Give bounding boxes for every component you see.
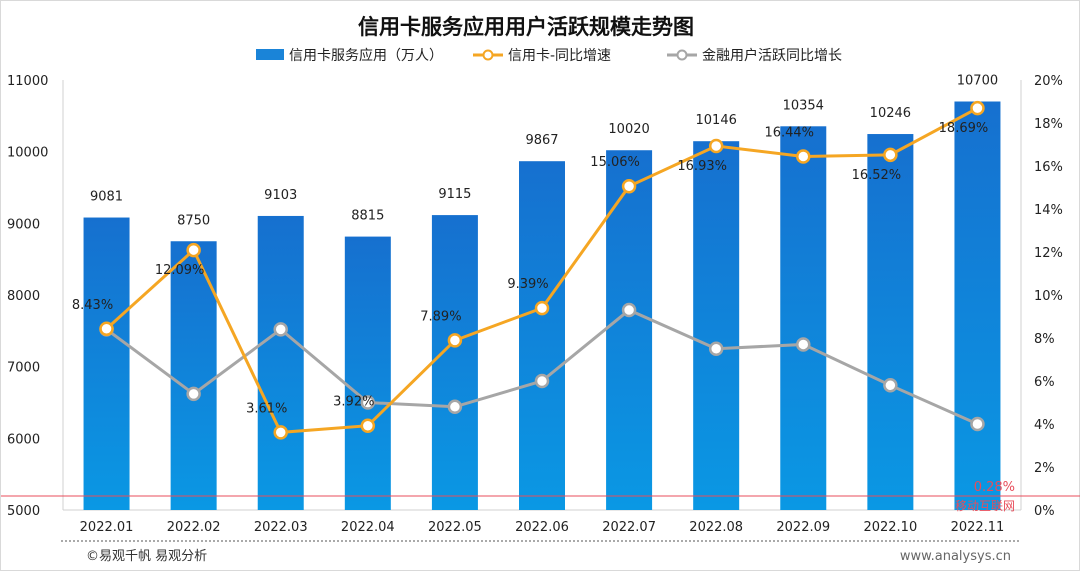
gray-point <box>273 322 288 337</box>
orange-point <box>273 425 288 440</box>
legend-swatch-bar <box>256 49 284 60</box>
gray-point <box>186 386 201 402</box>
orange-value-label: 9.39% <box>507 277 548 292</box>
x-tick-label: 2022.02 <box>167 520 221 535</box>
orange-value-label: 16.52% <box>852 168 902 183</box>
orange-point <box>970 100 985 116</box>
gray-point <box>447 399 463 415</box>
footer-source: ©易观千帆 易观分析 <box>86 549 207 564</box>
reference-value-label: 0.28% <box>974 480 1015 495</box>
orange-value-label: 16.93% <box>677 159 727 174</box>
bar <box>867 134 914 510</box>
gray-point <box>970 416 985 432</box>
bar-value-label: 8750 <box>177 213 210 228</box>
orange-point <box>621 178 637 194</box>
left-tick-label: 5000 <box>7 504 40 519</box>
orange-value-label: 16.44% <box>764 126 814 141</box>
right-tick-label: 14% <box>1034 203 1063 218</box>
left-tick-label: 6000 <box>7 432 40 447</box>
orange-value-label: 7.89% <box>420 309 461 324</box>
right-tick-label: 4% <box>1034 418 1055 433</box>
left-tick-label: 11000 <box>7 74 48 89</box>
bar-value-label: 10700 <box>957 74 998 89</box>
right-tick-label: 20% <box>1034 74 1063 89</box>
bar-value-label: 9081 <box>90 190 123 205</box>
right-tick-label: 18% <box>1034 117 1063 132</box>
x-tick-label: 2022.07 <box>602 520 656 535</box>
bar-value-label: 8815 <box>351 209 384 224</box>
right-tick-label: 6% <box>1034 375 1055 390</box>
x-tick-label: 2022.08 <box>689 520 743 535</box>
x-tick-label: 2022.11 <box>951 520 1005 535</box>
chart-title: 信用卡服务应用用户活跃规模走势图 <box>358 15 694 39</box>
orange-point <box>796 149 811 164</box>
bar <box>257 215 304 510</box>
bar-value-label: 10354 <box>783 98 824 113</box>
orange-value-label: 12.09% <box>155 263 205 278</box>
x-tick-label: 2022.01 <box>80 520 134 535</box>
orange-point <box>99 321 114 337</box>
bar <box>83 217 130 511</box>
right-tick-label: 8% <box>1034 332 1055 347</box>
bar-value-label: 10020 <box>608 122 649 137</box>
orange-point <box>708 138 724 154</box>
legend-label-bar: 信用卡服务应用（万人） <box>289 47 443 64</box>
gray-point <box>796 337 811 352</box>
orange-value-label: 18.69% <box>939 121 989 136</box>
orange-value-label: 8.43% <box>72 298 113 313</box>
left-tick-label: 8000 <box>7 289 40 304</box>
gray-point <box>621 302 637 318</box>
legend-marker-gray <box>676 49 688 61</box>
x-tick-label: 2022.10 <box>863 520 917 535</box>
right-tick-label: 16% <box>1034 160 1063 175</box>
x-tick-label: 2022.09 <box>776 520 830 535</box>
orange-point <box>534 300 550 316</box>
legend-label-gray-line: 金融用户活跃同比增长 <box>702 47 842 64</box>
orange-point <box>186 242 201 258</box>
gray-point <box>534 373 550 389</box>
right-tick-label: 10% <box>1034 289 1063 304</box>
bar-value-label: 9867 <box>525 133 558 148</box>
orange-value-label: 15.06% <box>590 155 640 170</box>
gray-point <box>883 378 898 393</box>
footer-website: www.analysys.cn <box>900 549 1011 564</box>
right-tick-label: 12% <box>1034 246 1063 261</box>
bar <box>693 141 740 510</box>
bar <box>344 236 391 510</box>
legend: 信用卡服务应用（万人） 信用卡-同比增速 金融用户活跃同比增长 <box>256 47 842 64</box>
left-tick-label: 7000 <box>7 361 40 376</box>
orange-point <box>360 418 376 433</box>
legend-label-orange-line: 信用卡-同比增速 <box>508 48 611 64</box>
bar <box>780 126 827 511</box>
bar-value-label: 10246 <box>870 106 911 121</box>
x-tick-label: 2022.06 <box>515 520 569 535</box>
gray-point <box>360 395 376 410</box>
gray-point <box>708 341 724 356</box>
bar <box>954 101 1001 510</box>
bar-value-label: 9103 <box>264 188 297 203</box>
bar <box>170 241 217 510</box>
left-tick-label: 10000 <box>7 146 48 161</box>
bar <box>431 215 478 510</box>
bar <box>519 161 565 510</box>
x-tick-label: 2022.03 <box>254 520 308 535</box>
right-tick-label: 0% <box>1034 504 1055 519</box>
bar-value-label: 10146 <box>696 113 737 128</box>
orange-value-label: 3.61% <box>246 401 287 416</box>
x-tick-label: 2022.05 <box>428 520 482 535</box>
orange-point <box>883 147 898 163</box>
x-tick-label: 2022.04 <box>341 520 395 535</box>
legend-marker-orange <box>482 49 494 61</box>
orange-value-label: 3.92% <box>333 395 374 410</box>
reference-name-label: 移动互联网 <box>955 499 1015 513</box>
orange-point <box>447 333 463 348</box>
right-tick-label: 2% <box>1034 461 1055 476</box>
bar-value-label: 9115 <box>438 187 471 202</box>
left-tick-label: 9000 <box>7 217 40 232</box>
bar <box>606 150 653 510</box>
